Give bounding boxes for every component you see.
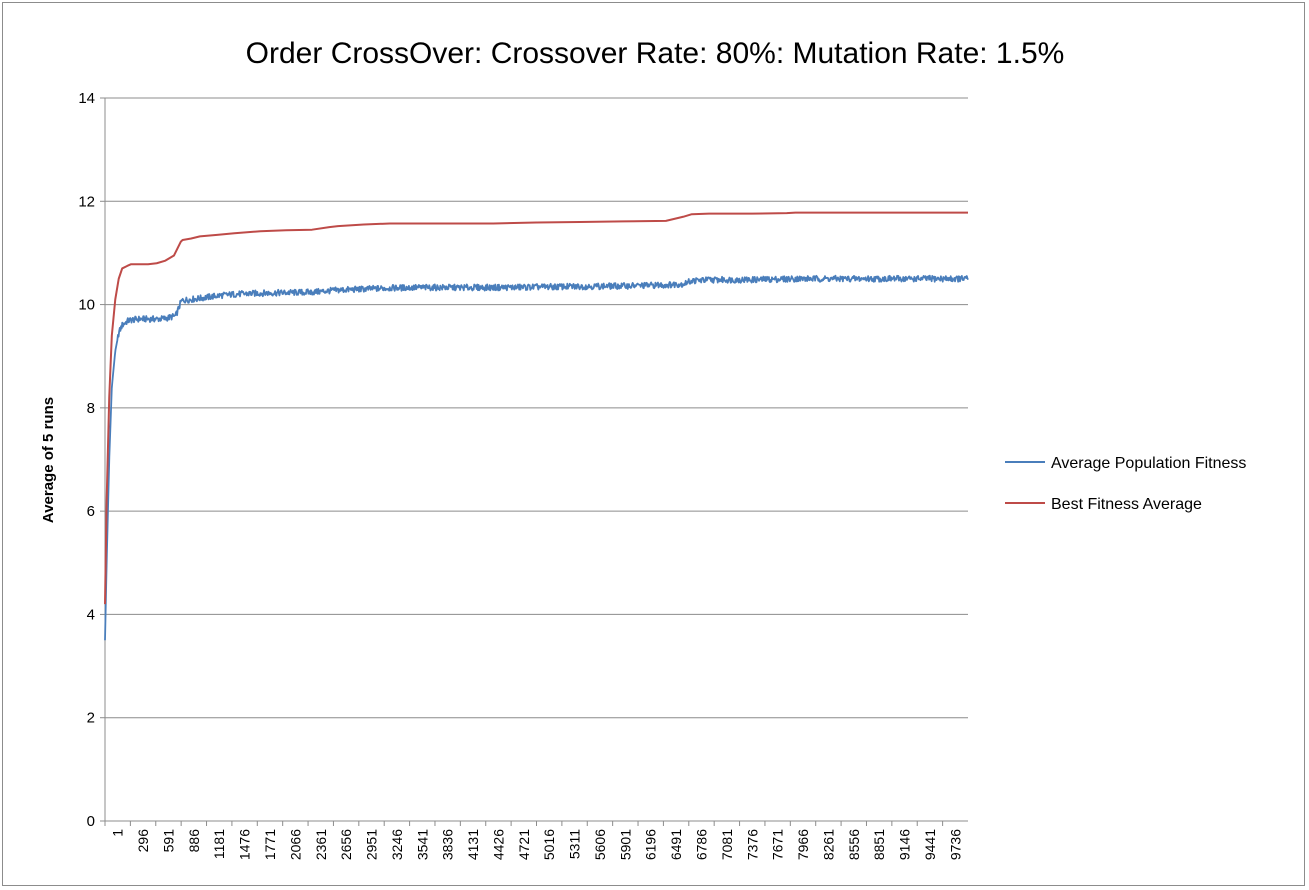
x-tick-label: 9736	[947, 829, 963, 860]
x-tick-label: 7671	[770, 829, 786, 860]
x-tick-label: 1	[110, 829, 126, 837]
x-tick-label: 4131	[465, 829, 481, 860]
legend-label-1: Best Fitness Average	[1051, 496, 1202, 513]
chart-title: Order CrossOver: Crossover Rate: 80%: Mu…	[246, 37, 1065, 70]
x-tick-label: 8261	[820, 829, 836, 860]
x-tick-label: 3836	[440, 829, 456, 860]
y-tick-label: 2	[87, 710, 95, 727]
x-tick-label: 6196	[643, 829, 659, 860]
x-tick-label: 1476	[237, 829, 253, 860]
x-tick-label: 2066	[287, 829, 303, 860]
x-tick-label: 591	[160, 829, 176, 853]
y-tick-label: 12	[78, 193, 95, 210]
y-tick-label: 8	[87, 400, 95, 417]
series-line-0	[104, 274, 969, 641]
y-tick-label: 4	[87, 606, 95, 623]
y-tick-label: 0	[87, 813, 95, 830]
x-tick-label: 2361	[313, 829, 329, 860]
x-tick-label: 4426	[490, 829, 506, 860]
x-tick-label: 1181	[211, 829, 227, 859]
x-tick-label: 6786	[693, 829, 709, 860]
x-tick-label: 7376	[744, 829, 760, 860]
x-tick-label: 7966	[795, 829, 811, 860]
x-tick-label: 9146	[897, 829, 913, 860]
x-tick-label: 2656	[338, 829, 354, 860]
legend: Average Population Fitness Best Fitness A…	[1005, 455, 1246, 513]
y-tick-label: 10	[78, 297, 95, 314]
series-line-1	[104, 211, 968, 605]
x-tick-labels: 1 296 591 886 1181 1476 1771 2066 2361 2656 2951 32…	[110, 829, 964, 860]
x-tick-label: 5901	[617, 829, 633, 860]
x-tick-label: 2951	[364, 829, 380, 860]
axes	[100, 97, 968, 826]
x-tick-label: 886	[186, 829, 202, 853]
x-tick-label: 1771	[262, 829, 278, 860]
x-tick-label: 6491	[668, 829, 684, 860]
x-tick-label: 9441	[922, 829, 938, 860]
line-chart: Order CrossOver: Crossover Rate: 80%: Mu…	[40, 37, 1246, 860]
x-tick-label: 5606	[592, 829, 608, 860]
y-tick-labels: 0 2 4 6 8 10 12 14	[78, 90, 95, 830]
x-tick-label: 4721	[516, 829, 532, 860]
series-lines	[104, 211, 969, 641]
legend-label-0: Average Population Fitness	[1051, 455, 1246, 472]
x-tick-label: 5016	[541, 829, 557, 860]
x-tick-label: 296	[135, 829, 151, 853]
x-tick-label: 5311	[567, 829, 583, 859]
x-tick-label: 8851	[871, 829, 887, 860]
y-tick-label: 6	[87, 503, 95, 520]
gridlines	[105, 97, 968, 719]
x-tick-label: 3246	[389, 829, 405, 860]
y-axis-label: Average of 5 runs	[40, 397, 57, 523]
x-tick-label: 7081	[719, 829, 735, 860]
x-tick-label: 8556	[846, 829, 862, 860]
y-tick-label: 14	[78, 90, 95, 107]
x-tick-label: 3541	[414, 829, 430, 860]
